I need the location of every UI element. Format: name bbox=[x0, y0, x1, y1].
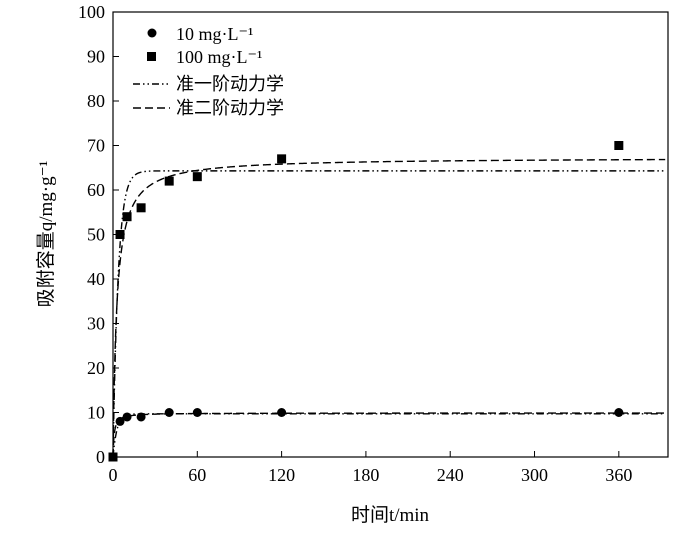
point-100mg bbox=[136, 203, 146, 213]
y-tick-label: 0 bbox=[96, 447, 105, 467]
point-100mg bbox=[108, 452, 118, 462]
legend-marker-square bbox=[147, 52, 156, 61]
y-tick-label: 10 bbox=[87, 403, 105, 423]
point-100mg bbox=[122, 212, 132, 222]
x-tick-label: 60 bbox=[188, 465, 206, 485]
point-100mg bbox=[192, 172, 202, 182]
y-tick-label: 80 bbox=[87, 91, 105, 111]
point-10mg bbox=[164, 408, 174, 417]
legend: 10 mg·L⁻¹ 100 mg·L⁻¹ 准一阶动力学 准二阶动力学 bbox=[133, 24, 284, 118]
point-100mg bbox=[614, 141, 624, 150]
y-tick-label: 20 bbox=[87, 358, 105, 378]
y-tick-label: 90 bbox=[87, 47, 105, 67]
point-10mg bbox=[614, 408, 624, 417]
axis-ticks: 0 60 120 180 240 300 360 0 10 20 30 40 50 60 70 80 90 100 bbox=[78, 2, 632, 485]
x-axis-title: 时间t/min bbox=[351, 504, 430, 526]
y-tick-label: 30 bbox=[87, 314, 105, 334]
x-tick-label: 300 bbox=[521, 465, 548, 485]
x-tick-label: 240 bbox=[437, 465, 464, 485]
point-10mg bbox=[277, 408, 287, 417]
legend-label-100mg: 100 mg·L⁻¹ bbox=[176, 47, 262, 67]
point-100mg bbox=[164, 176, 174, 186]
point-100mg bbox=[115, 230, 125, 239]
x-tick-label: 0 bbox=[109, 465, 118, 485]
y-tick-label: 60 bbox=[87, 180, 105, 200]
data-points bbox=[108, 141, 624, 462]
legend-label-pso: 准二阶动力学 bbox=[176, 98, 284, 118]
point-10mg bbox=[122, 412, 132, 422]
pfo-fit-curve bbox=[112, 170, 666, 457]
x-tick-label: 120 bbox=[268, 465, 295, 485]
legend-label-10mg: 10 mg·L⁻¹ bbox=[176, 24, 253, 44]
point-10mg bbox=[115, 416, 125, 426]
x-tick-label: 360 bbox=[605, 465, 632, 485]
point-10mg bbox=[136, 412, 146, 422]
y-axis-title: 吸附容量q/mg·g⁻¹ bbox=[35, 160, 57, 307]
y-tick-label: 40 bbox=[87, 269, 105, 289]
pso-fit-curve bbox=[112, 412, 666, 457]
x-tick-label: 180 bbox=[352, 465, 379, 485]
y-tick-label: 70 bbox=[87, 136, 105, 156]
point-100mg bbox=[277, 154, 287, 164]
legend-label-pfo: 准一阶动力学 bbox=[176, 74, 284, 94]
y-tick-label: 100 bbox=[78, 2, 105, 22]
y-tick-label: 50 bbox=[87, 225, 105, 245]
pfo-fit-curve bbox=[112, 413, 666, 458]
point-10mg bbox=[192, 408, 202, 417]
legend-marker-circle bbox=[147, 28, 157, 38]
